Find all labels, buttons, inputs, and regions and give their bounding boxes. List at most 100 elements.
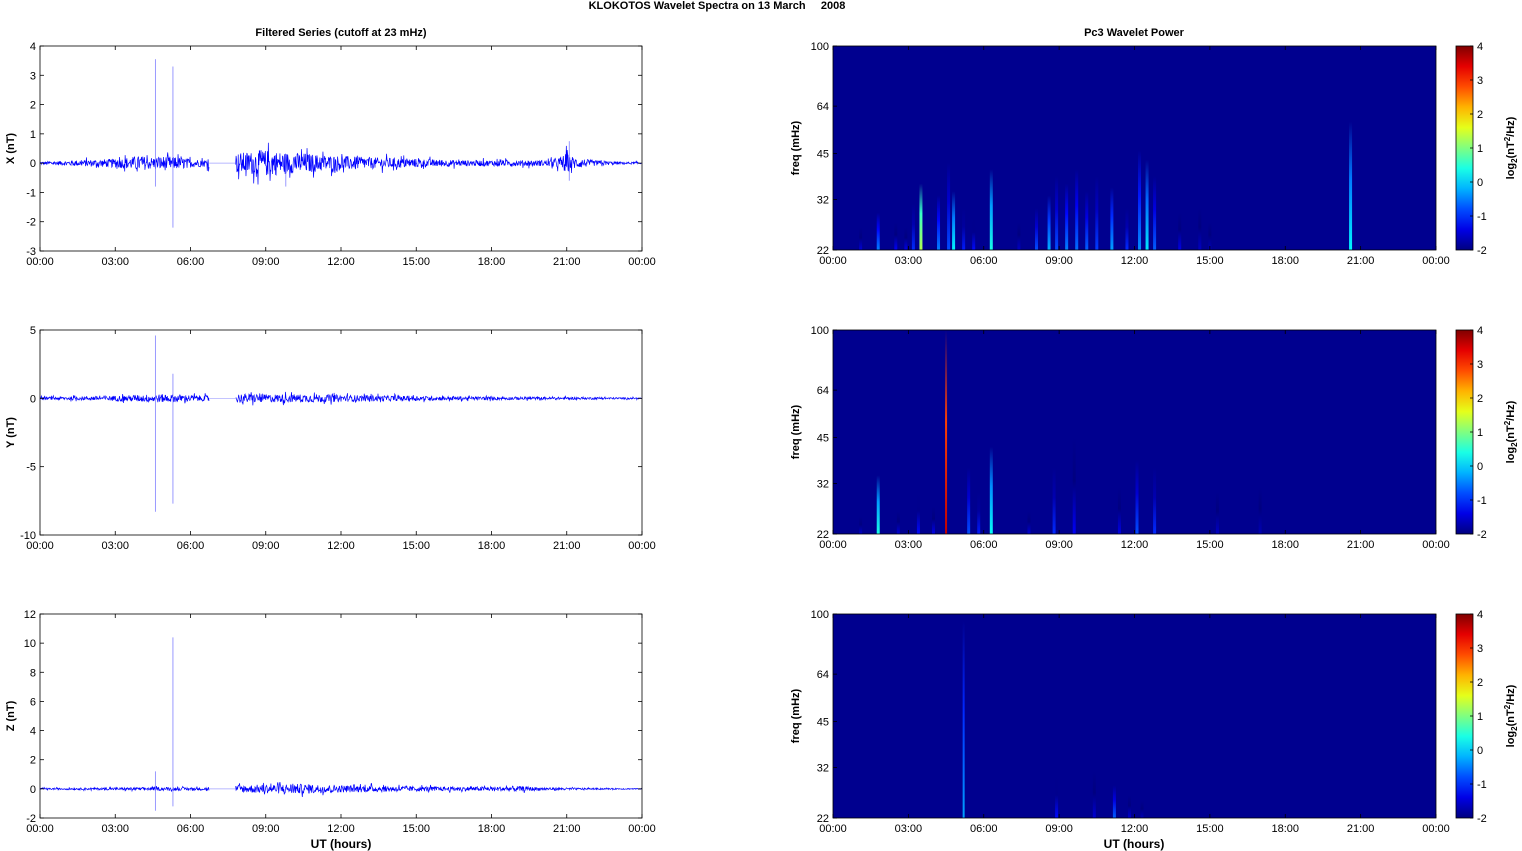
X-y-tick-label: -2 [26,217,36,229]
Y-power-power-streak [916,492,920,534]
Y-power-power-streak [1072,437,1076,534]
Z-power-power-streak [1112,785,1116,818]
Y-x-tick-label: 18:00 [478,540,506,552]
Z-power-x-tick-label: 00:00 [1422,823,1450,835]
colorbar-label-part: log [1505,731,1517,748]
X-power-power-streak [1085,191,1089,250]
X-y-tick-label: -1 [26,187,36,199]
Z-power-x-tick-label: 03:00 [895,823,923,835]
X-power-x-tick-label: 21:00 [1347,255,1375,267]
Y-trace [39,391,643,406]
Z-y-tick-label: -2 [26,813,36,825]
Y-power-power-streak [1258,487,1262,534]
Y-power-power-streak [896,511,900,534]
Y-power-power-streak [1052,467,1056,534]
right-column-title: Pc3 Wavelet Power [1084,27,1185,39]
X-y-tick-label: 3 [30,70,36,82]
Z-x-tick-label: 09:00 [252,823,280,835]
X-power-power-streak [1110,187,1114,250]
Z-power-y-tick-label: 32 [817,763,829,775]
X-power-power-streak [1065,183,1069,250]
X-power-power-streak [1349,121,1353,250]
Z-x-tick-label: 06:00 [177,823,205,835]
X-x-tick-label: 00:00 [26,256,54,268]
Z-x-tick-label: 03:00 [101,823,129,835]
X-power-x-tick-label: 12:00 [1121,255,1149,267]
X-x-tick-label: 06:00 [177,256,205,268]
X-y-tick-label: 0 [30,158,36,170]
Z-x-tick-label: 15:00 [402,823,430,835]
colorbar-label-part: 2 [1503,136,1512,141]
colorbar-label-part: 2 [1503,704,1512,709]
X-y-axis-label: X (nT) [5,133,17,164]
X-power-power-streak [947,162,951,250]
Z-power-colorbar-tick-label: 4 [1477,609,1483,621]
Z-power-colorbar-tick-label: 0 [1477,745,1483,757]
Y-power-power-streak [1215,492,1219,534]
Z-power-colorbar-label: log2(nT2/Hz) [1503,684,1519,747]
colorbar-label-part: log [1505,447,1517,464]
X-power-power-streak [1178,212,1182,250]
X-power-power-streak [859,227,863,250]
Z-x-tick-label: 00:00 [628,823,656,835]
Z-power-y-tick-label: 22 [817,813,829,825]
X-power-power-streak [919,183,923,250]
X-power-y-axis-label: freq (mHz) [790,120,802,175]
Y-power-power-streak [1027,511,1031,534]
Y-power-y-tick-label: 45 [817,433,829,445]
Z-trace [39,782,643,798]
Y-y-tick-label: -10 [20,530,36,542]
Z-power-colorbar-tick-label: 1 [1477,711,1483,723]
Y-x-tick-label: 21:00 [553,540,581,552]
X-power-power-streak [1035,208,1039,250]
Z-power-colorbar-tick-label: 2 [1477,677,1483,689]
Z-y-tick-label: 4 [30,726,36,738]
Y-power-x-tick-label: 15:00 [1196,539,1224,551]
X-power-power-streak [1125,208,1129,250]
Y-x-tick-label: 12:00 [327,540,355,552]
Z-power-power-streak [1127,795,1131,818]
X-power-x-tick-label: 15:00 [1196,255,1224,267]
X-power-power-streak [894,222,898,250]
X-y-tick-label: 4 [30,41,36,53]
Z-power-power-streak [1092,771,1096,818]
Y-power-colorbar-tick-label: -2 [1477,529,1487,541]
colorbar-label-part: ( [1505,722,1517,726]
X-power-power-streak [904,227,908,250]
X-power-power-streak [1095,176,1099,250]
figure-title: KLOKOTOS Wavelet Spectra on 13 March 200… [589,0,846,12]
Y-y-tick-label: 0 [30,393,36,405]
X-power-colorbar-tick-label: 4 [1477,41,1483,53]
X-y-tick-label: -3 [26,246,36,258]
Z-y-tick-label: 0 [30,784,36,796]
X-power-background [833,46,1436,250]
colorbar-label-part: ( [1505,154,1517,158]
X-power-power-streak [1138,150,1142,250]
X-power-x-tick-label: 03:00 [895,255,923,267]
X-power-colorbar-tick-label: -2 [1477,245,1487,257]
Y-power-power-streak [989,446,993,534]
X-plot-area [39,45,643,252]
X-power-power-streak [972,217,976,250]
colorbar-label-part: 2 [1510,158,1519,163]
Y-x-tick-label: 03:00 [101,540,129,552]
Y-power-power-streak [945,330,948,534]
Z-power-colorbar-tick-label: -2 [1477,813,1487,825]
X-power-power-streak [989,169,993,250]
X-power-power-streak [1208,222,1212,250]
Y-x-tick-label: 09:00 [252,540,280,552]
Z-y-tick-label: 6 [30,696,36,708]
X-power-power-streak [1047,195,1051,250]
Y-power-power-streak [1117,487,1121,534]
Y-power-x-tick-label: 06:00 [970,539,998,551]
X-x-tick-label: 21:00 [553,256,581,268]
X-power-colorbar-label: log2(nT2/Hz) [1503,116,1519,179]
Z-power-y-axis-label: freq (mHz) [790,688,802,743]
Z-power-y-tick-label: 45 [817,717,829,729]
Z-power-x-tick-label: 00:00 [819,823,847,835]
X-power-colorbar-tick-label: 1 [1477,143,1483,155]
Z-power-x-tick-label: 18:00 [1271,823,1299,835]
X-power-x-tick-label: 09:00 [1045,255,1073,267]
